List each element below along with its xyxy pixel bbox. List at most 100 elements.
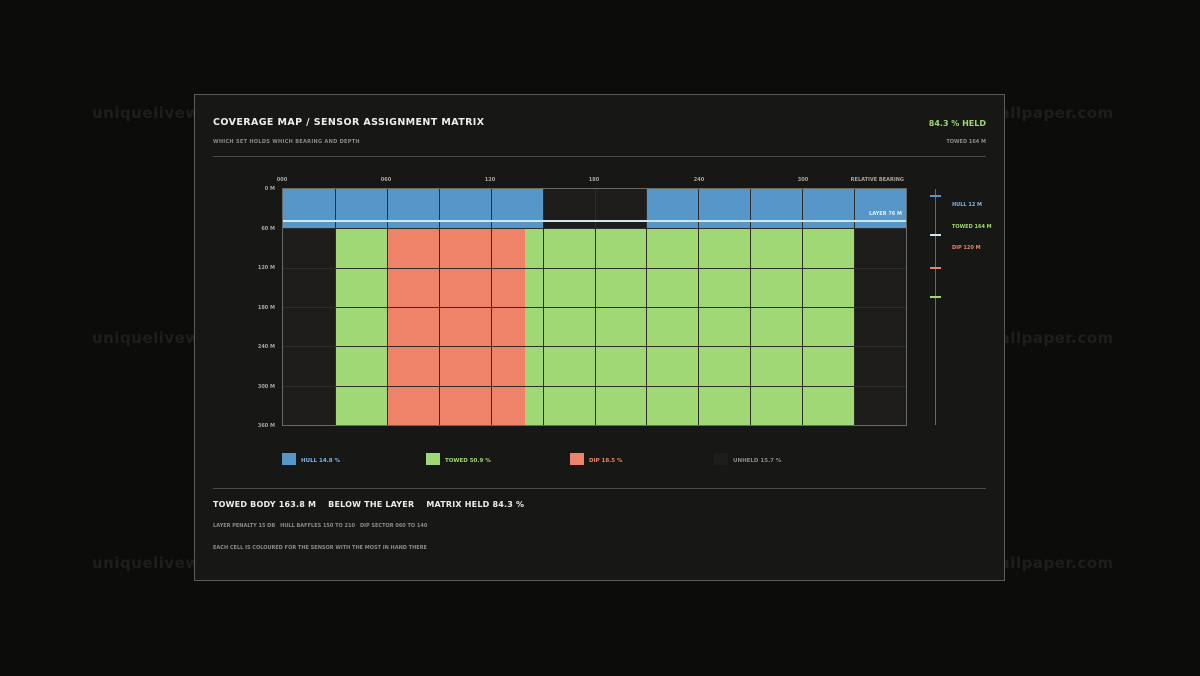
legend-swatch-unheld (714, 453, 728, 465)
layer-label: LAYER 76 M (869, 211, 902, 218)
matrix-cell-towed (334, 307, 388, 347)
matrix-cell-dip (438, 267, 492, 308)
legend-label-unheld: UNHELD 15.7 % (733, 458, 782, 464)
grid-line (283, 267, 906, 269)
matrix-cell-towed (646, 228, 699, 269)
legend-swatch-towed (426, 453, 440, 465)
matrix-cell-towed (594, 267, 647, 308)
matrix-cell-towed (594, 228, 647, 269)
matrix-cell-towed (594, 385, 647, 425)
matrix-cell-hull (698, 189, 751, 229)
matrix-cell-towed (698, 307, 751, 347)
legend-label-hull: HULL 14.8 % (301, 458, 340, 464)
matrix-cell-unheld (854, 267, 906, 308)
matrix-cell-towed (646, 307, 699, 347)
matrix-cell-towed (698, 346, 751, 387)
depth-label: 120 M (257, 265, 275, 271)
legend-label-towed: TOWED 50.9 % (445, 458, 491, 464)
matrix-cell-unheld (594, 189, 647, 229)
matrix-cell-towed (525, 346, 544, 387)
bearing-label: 000 (276, 177, 288, 183)
matrix-cell-towed (525, 307, 544, 347)
details-line: LAYER PENALTY 15 DB HULL BAFFLES 150 TO 2… (213, 523, 432, 529)
bearing-label: 120 (484, 177, 496, 183)
hull-baffles: HULL BAFFLES 150 TO 210 (280, 523, 355, 529)
matrix-cell-unheld (854, 385, 906, 425)
matrix-cell-towed (334, 385, 388, 425)
matrix-cell-hull (802, 189, 855, 229)
matrix-cell-towed (750, 385, 803, 425)
towed-body-depth: TOWED BODY 163.8 M (213, 500, 317, 509)
matrix-cell-hull (750, 189, 803, 229)
matrix-cell-towed (802, 385, 855, 425)
depth-tick-dip (930, 267, 941, 269)
matrix-cell-hull (854, 189, 906, 229)
matrix-cell-hull (386, 189, 440, 229)
summary-divider (213, 488, 986, 489)
summary-line: TOWED BODY 163.8 M BELOW THE LAYER MATRIX … (213, 500, 536, 509)
depth-label: 0 M (264, 186, 275, 192)
matrix-cell-towed (525, 267, 544, 308)
matrix-cell-towed (334, 346, 388, 387)
bearing-label: 240 (693, 177, 705, 183)
matrix-cell-dip (386, 228, 440, 269)
matrix-cell-dip (438, 228, 492, 269)
grid-line (283, 385, 906, 387)
matrix-cell-towed (802, 346, 855, 387)
depth-label-hull: HULL 12 M (952, 202, 983, 208)
matrix-cell-hull (646, 189, 699, 229)
matrix-cell-towed (542, 307, 595, 347)
matrix-cell-unheld (542, 189, 595, 229)
depth-label-towed: TOWED 164 M (952, 224, 992, 230)
matrix-cell-towed (750, 228, 803, 269)
matrix-cell-unheld (854, 307, 906, 347)
footnote: EACH CELL IS COLOURED FOR THE SENSOR WIT… (213, 545, 427, 551)
matrix-cell-unheld (854, 228, 906, 269)
matrix-cell-towed (646, 385, 699, 425)
matrix-cell-towed (802, 267, 855, 308)
matrix-cell-dip (438, 346, 492, 387)
matrix-cell-unheld (283, 228, 336, 269)
page-title: COVERAGE MAP / SENSOR ASSIGNMENT MATRIX (213, 117, 485, 128)
layer-penalty: LAYER PENALTY 15 DB (213, 523, 276, 529)
matrix-cell-towed (750, 307, 803, 347)
matrix-cell-towed (750, 346, 803, 387)
depth-label: 60 M (261, 226, 275, 232)
matrix-cell-towed (698, 267, 751, 308)
legend-swatch-hull (282, 453, 296, 465)
matrix-cell-towed (594, 346, 647, 387)
matrix-cell-towed (594, 307, 647, 347)
relative-bearing-label: RELATIVE BEARING (850, 177, 904, 183)
matrix-held: MATRIX HELD 84.3 % (426, 500, 525, 509)
below-layer-status: BELOW THE LAYER (328, 500, 415, 509)
matrix-cell-dip (386, 346, 440, 387)
depth-scale-axis (935, 189, 936, 425)
depth-tick-towed (930, 296, 941, 298)
matrix-cell-towed (542, 267, 595, 308)
legend-swatch-dip (570, 453, 584, 465)
matrix-cell-hull (490, 189, 544, 229)
depth-label: 180 M (257, 305, 275, 311)
matrix-cell-unheld (283, 267, 336, 308)
matrix-cell-towed (542, 385, 595, 425)
matrix-cell-towed (698, 385, 751, 425)
grid-line (283, 228, 906, 230)
matrix-cell-towed (334, 267, 388, 308)
matrix-cell-towed (525, 385, 544, 425)
matrix-cell-dip (438, 385, 492, 425)
header-divider (213, 156, 986, 157)
dip-sector: DIP SECTOR 060 TO 140 (359, 523, 428, 529)
held-percentage: 84.3 % HELD (928, 119, 986, 128)
bearing-label: 300 (797, 177, 809, 183)
page-subtitle: WHICH SET HOLDS WHICH BEARING AND DEPTH (213, 139, 360, 145)
depth-label: 300 M (257, 384, 275, 390)
matrix-cell-dip (438, 307, 492, 347)
matrix-cell-towed (542, 228, 595, 269)
depth-tick-layer (930, 234, 941, 236)
matrix-cell-dip (386, 385, 440, 425)
matrix-cell-unheld (854, 346, 906, 387)
matrix-cell-towed (698, 228, 751, 269)
bearing-label: 060 (380, 177, 392, 183)
depth-label-dip: DIP 120 M (952, 245, 981, 251)
matrix-cell-unheld (283, 346, 336, 387)
